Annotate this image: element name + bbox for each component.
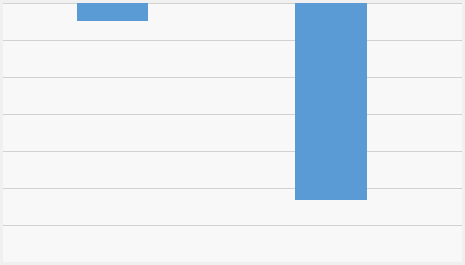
Bar	[295, 3, 366, 200]
Bar	[77, 3, 148, 21]
